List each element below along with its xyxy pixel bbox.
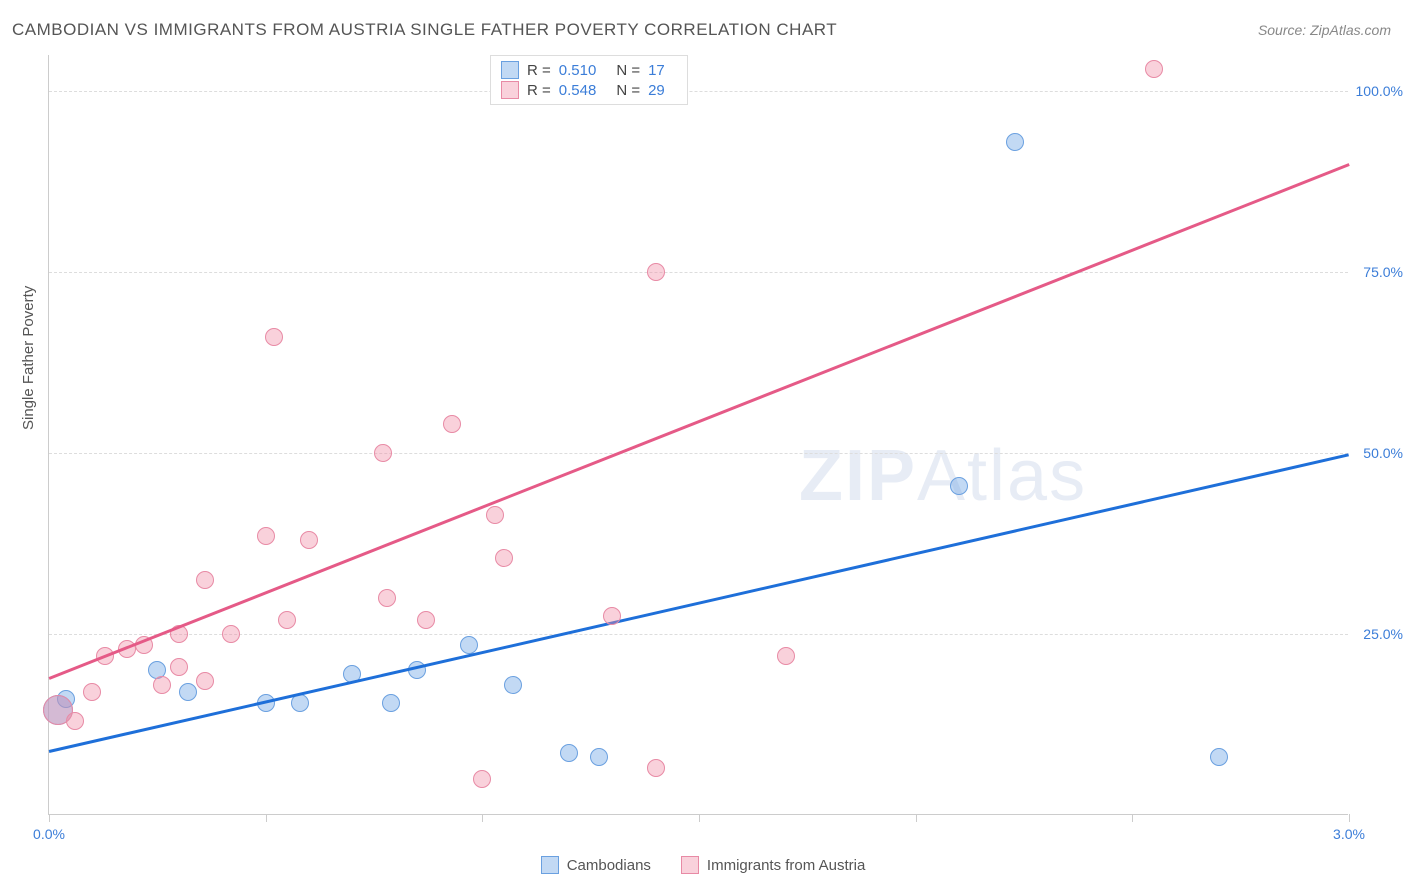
plot-area: ZIPAtlas 25.0%50.0%75.0%100.0%0.0%3.0% xyxy=(48,55,1348,815)
gridline xyxy=(49,453,1348,454)
legend-series: Cambodians Immigrants from Austria xyxy=(0,856,1406,874)
data-point xyxy=(196,571,214,589)
legend-stats-row: R = 0.510 N = 17 xyxy=(501,60,677,80)
data-point xyxy=(374,444,392,462)
xtick xyxy=(1132,814,1133,822)
legend-n-value: 17 xyxy=(648,62,665,79)
data-point xyxy=(278,611,296,629)
legend-r-label: R = xyxy=(527,62,551,79)
chart-title: CAMBODIAN VS IMMIGRANTS FROM AUSTRIA SIN… xyxy=(12,20,837,40)
source-attribution: Source: ZipAtlas.com xyxy=(1258,22,1391,38)
xtick xyxy=(266,814,267,822)
data-point xyxy=(473,770,491,788)
data-point xyxy=(777,647,795,665)
legend-series-label: Immigrants from Austria xyxy=(707,857,865,874)
ytick-label: 25.0% xyxy=(1363,626,1403,642)
data-point xyxy=(603,607,621,625)
legend-stats: R = 0.510 N = 17 R = 0.548 N = 29 xyxy=(490,55,688,105)
chart-container: CAMBODIAN VS IMMIGRANTS FROM AUSTRIA SIN… xyxy=(0,0,1406,892)
y-axis-label: Single Father Poverty xyxy=(20,286,37,430)
ytick-label: 100.0% xyxy=(1356,83,1403,99)
data-point xyxy=(460,636,478,654)
ytick-label: 75.0% xyxy=(1363,264,1403,280)
data-point xyxy=(1210,748,1228,766)
legend-r-value: 0.510 xyxy=(559,62,597,79)
ytick-label: 50.0% xyxy=(1363,445,1403,461)
gridline xyxy=(49,272,1348,273)
legend-r-label: R = xyxy=(527,82,551,99)
watermark-bold: ZIP xyxy=(799,436,917,516)
data-point xyxy=(179,683,197,701)
data-point xyxy=(222,625,240,643)
gridline xyxy=(49,91,1348,92)
legend-stats-row: R = 0.548 N = 29 xyxy=(501,80,677,100)
data-point xyxy=(560,744,578,762)
data-point xyxy=(153,676,171,694)
legend-swatch xyxy=(501,61,519,79)
data-point xyxy=(257,527,275,545)
legend-series-label: Cambodians xyxy=(567,857,651,874)
legend-n-label: N = xyxy=(616,62,640,79)
xtick xyxy=(482,814,483,822)
trendline xyxy=(49,453,1350,752)
data-point xyxy=(495,549,513,567)
data-point xyxy=(950,477,968,495)
xtick xyxy=(699,814,700,822)
data-point xyxy=(647,263,665,281)
legend-n-value: 29 xyxy=(648,82,665,99)
legend-swatch xyxy=(681,856,699,874)
legend-series-item: Immigrants from Austria xyxy=(681,856,865,874)
data-point xyxy=(265,328,283,346)
legend-swatch xyxy=(541,856,559,874)
legend-swatch xyxy=(501,81,519,99)
legend-series-item: Cambodians xyxy=(541,856,651,874)
data-point xyxy=(382,694,400,712)
xtick xyxy=(49,814,50,822)
data-point xyxy=(417,611,435,629)
xtick-label: 3.0% xyxy=(1333,826,1365,842)
legend-n-label: N = xyxy=(616,82,640,99)
data-point xyxy=(83,683,101,701)
data-point xyxy=(300,531,318,549)
data-point xyxy=(504,676,522,694)
data-point xyxy=(170,658,188,676)
xtick xyxy=(1349,814,1350,822)
data-point xyxy=(196,672,214,690)
legend-r-value: 0.548 xyxy=(559,82,597,99)
data-point xyxy=(378,589,396,607)
data-point xyxy=(1145,60,1163,78)
data-point xyxy=(590,748,608,766)
xtick xyxy=(916,814,917,822)
watermark-rest: Atlas xyxy=(917,436,1087,516)
data-point xyxy=(66,712,84,730)
data-point xyxy=(443,415,461,433)
watermark: ZIPAtlas xyxy=(799,435,1087,517)
data-point xyxy=(1006,133,1024,151)
data-point xyxy=(647,759,665,777)
data-point xyxy=(486,506,504,524)
gridline xyxy=(49,634,1348,635)
xtick-label: 0.0% xyxy=(33,826,65,842)
